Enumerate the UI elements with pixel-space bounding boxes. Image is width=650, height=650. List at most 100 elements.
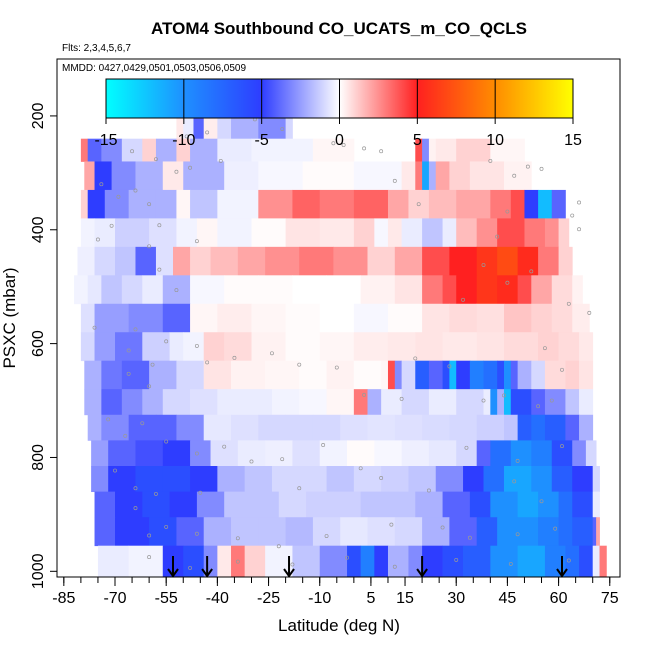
heatmap-cell (97, 545, 130, 577)
sample-point (130, 149, 135, 154)
heatmap-cell (108, 440, 136, 467)
heatmap-cell (510, 189, 525, 219)
heatmap-cell (517, 414, 532, 441)
heatmap-cell (149, 218, 177, 248)
sample-point (481, 398, 486, 403)
heatmap-cell (155, 414, 177, 441)
heatmap-cell (224, 275, 259, 305)
heatmap-cell (374, 218, 389, 248)
sample-point (133, 486, 138, 491)
heatmap-cell (415, 138, 423, 162)
heatmap-cell (176, 218, 198, 248)
heatmap-cell (190, 275, 225, 305)
heatmap-cell (435, 466, 464, 493)
sample-point (184, 134, 189, 139)
sample-point (334, 365, 339, 370)
heatmap-cell (84, 161, 95, 191)
heatmap-cell (551, 303, 573, 333)
sample-point (140, 421, 145, 426)
heatmap-cell (374, 440, 403, 467)
heatmap-cell (490, 138, 525, 162)
sample-point (297, 362, 302, 367)
heatmap-cell (101, 389, 123, 416)
y-tick-label: 800 (30, 444, 47, 471)
colorbar-tick-label: 5 (413, 132, 422, 149)
heatmap-cell (231, 360, 266, 390)
heatmap-cell (456, 189, 491, 219)
colorbar-tick-label: -10 (172, 132, 195, 149)
heatmap-cell (224, 491, 252, 518)
heatmap-cell (394, 360, 403, 390)
heatmap-cell (476, 275, 498, 305)
flights-subtitle: Flts: 2,3,4,5,6,7 (62, 43, 131, 54)
x-tick-label: 15 (396, 590, 414, 607)
heatmap-cell (80, 218, 95, 248)
heatmap-cell (169, 332, 184, 362)
heatmap-cell (142, 275, 164, 305)
heatmap-cell (251, 491, 280, 518)
heatmap-cell (203, 360, 232, 390)
heatmap-cell (312, 517, 341, 547)
latitude-arrow (167, 556, 179, 578)
heatmap-cell (176, 360, 205, 390)
heatmap-cell (415, 360, 430, 390)
sample-point (290, 562, 295, 567)
heatmap-cell (408, 466, 437, 493)
heatmap-cell (415, 161, 423, 191)
sample-point (157, 267, 162, 272)
heatmap-cell (155, 189, 177, 219)
sample-point (362, 392, 367, 397)
y-axis: 200 400 600 800 1000 (30, 102, 57, 589)
heatmap-cell (517, 246, 539, 276)
heatmap-cell (319, 189, 355, 219)
heatmap-cell (442, 545, 464, 577)
heatmap-cell (544, 545, 566, 577)
heatmap-cell (544, 360, 566, 390)
sample-point (515, 458, 520, 463)
arrow-markers-layer (167, 556, 568, 578)
heatmap-cell (319, 332, 355, 362)
sample-point (113, 468, 117, 473)
sample-point (297, 486, 302, 491)
x-tick-label: -10 (308, 590, 331, 607)
heatmap-cell (190, 389, 218, 416)
heatmap-cell (128, 189, 157, 219)
heatmap-cell (572, 466, 594, 493)
dates-subtitle: MMDD: 0427,0429,0501,0503,0506,0509 (62, 63, 246, 74)
heatmap-cell (91, 466, 109, 493)
heatmap-cell (217, 303, 252, 333)
heatmap-cell (387, 332, 416, 362)
sample-point (194, 343, 199, 348)
heatmap-cell (326, 360, 355, 390)
heatmap-cell (517, 491, 539, 518)
arrow-head (167, 568, 179, 578)
heatmap-cell (592, 466, 600, 493)
heatmap-cell (572, 275, 583, 305)
heatmap-cell (94, 218, 116, 248)
heatmap-cell (585, 440, 597, 467)
heatmap-cell (176, 189, 191, 219)
heatmap-cell (258, 161, 304, 191)
sample-point (416, 202, 421, 207)
sample-point (150, 362, 155, 367)
heatmap-cell (579, 545, 594, 577)
heatmap-cell (149, 360, 177, 390)
heatmap-cell (333, 491, 362, 518)
sample-point (587, 310, 592, 315)
sample-point (512, 479, 517, 484)
heatmap-cell (142, 389, 164, 416)
heatmap-cell (77, 246, 95, 276)
heatmap-cell (217, 138, 252, 162)
sample-point (276, 544, 281, 549)
heatmap-cell (497, 517, 519, 547)
sample-point (399, 396, 404, 401)
heatmap-cell (285, 414, 314, 441)
sample-point (194, 451, 199, 456)
sample-point (147, 244, 152, 249)
heatmap-cell (538, 189, 553, 219)
latitude-arrow (283, 556, 295, 578)
heatmap-cell (183, 332, 205, 362)
x-tick-label: -25 (257, 590, 280, 607)
sample-point (321, 442, 326, 447)
sample-point (205, 360, 210, 365)
